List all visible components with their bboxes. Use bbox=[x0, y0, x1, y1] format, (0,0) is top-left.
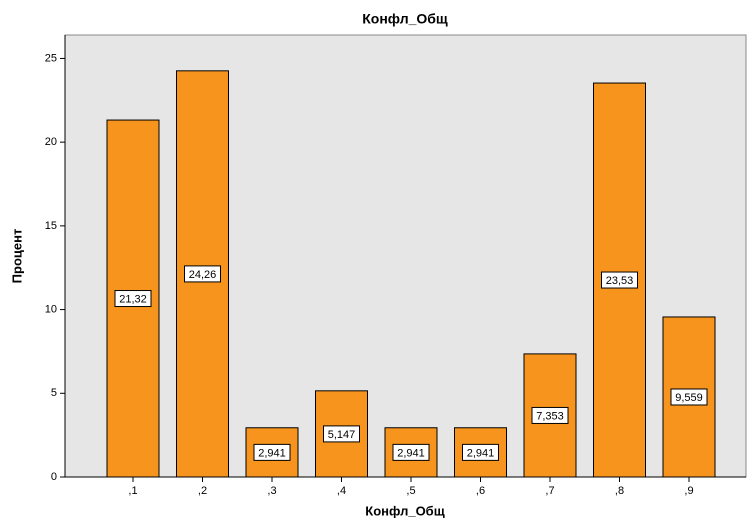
x-tick-label: ,5 bbox=[406, 485, 415, 497]
value-label: 7,353 bbox=[536, 410, 564, 422]
value-label: 2,941 bbox=[258, 447, 286, 459]
y-tick-label: 10 bbox=[45, 303, 57, 315]
x-tick-label: ,1 bbox=[128, 485, 137, 497]
value-label-box bbox=[114, 290, 152, 308]
value-label: 21,32 bbox=[119, 293, 147, 305]
y-tick-label: 20 bbox=[45, 136, 57, 148]
value-label-box bbox=[601, 271, 638, 289]
chart-title: Конфл_Общ bbox=[362, 11, 448, 27]
y-tick-label: 15 bbox=[45, 220, 57, 232]
x-tick-label: ,9 bbox=[684, 485, 693, 497]
value-label-box bbox=[184, 265, 221, 283]
x-tick-label: ,4 bbox=[337, 485, 346, 497]
value-label: 9,559 bbox=[675, 392, 703, 404]
y-tick-label: 25 bbox=[45, 52, 57, 64]
value-label-box bbox=[462, 443, 499, 461]
value-label: 2,941 bbox=[467, 447, 495, 459]
value-label-box bbox=[670, 388, 708, 406]
value-label: 23,53 bbox=[606, 275, 634, 287]
value-label-box bbox=[253, 443, 291, 461]
x-tick-label: ,2 bbox=[198, 485, 207, 497]
value-label-box bbox=[323, 425, 360, 443]
value-label: 2,941 bbox=[397, 447, 425, 459]
value-label-box bbox=[392, 443, 430, 461]
x-tick-label: ,8 bbox=[615, 485, 624, 497]
x-tick-label: ,7 bbox=[545, 485, 554, 497]
x-tick-label: ,3 bbox=[267, 485, 276, 497]
value-label-box bbox=[531, 406, 569, 424]
x-tick-label: ,6 bbox=[476, 485, 485, 497]
y-axis-title: Процент bbox=[9, 229, 24, 284]
y-tick-label: 5 bbox=[51, 387, 57, 399]
y-tick-label: 0 bbox=[51, 471, 57, 483]
value-label: 5,147 bbox=[328, 429, 356, 441]
x-axis-title: Конфл_Общ bbox=[365, 503, 444, 518]
value-label: 24,26 bbox=[189, 269, 217, 281]
